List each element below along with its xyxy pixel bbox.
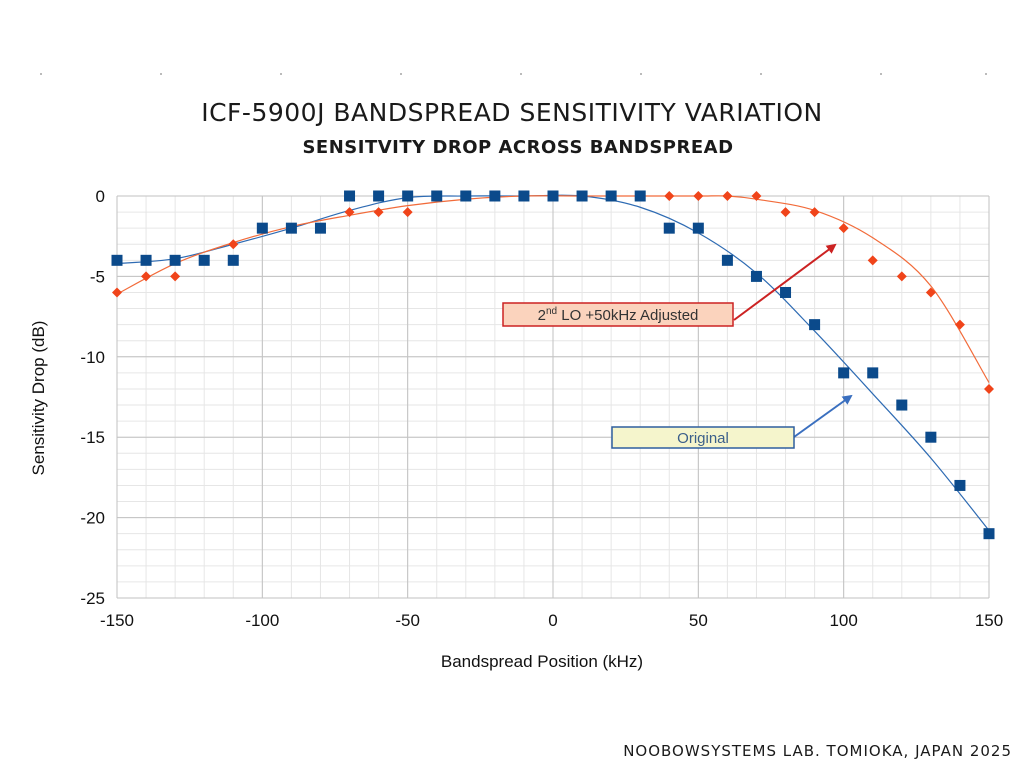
adjusted-data-point [896,271,907,282]
original-data-point [489,190,501,202]
original-data-point [460,190,472,202]
original-data-point [344,190,356,202]
original-data-point [838,367,850,379]
original-data-point [692,222,704,234]
original-data-point [518,190,530,202]
callout-adjusted-text-main: 2 [538,307,546,324]
original-data-point [547,190,559,202]
tick-labels: -150 -100 -50 0 50 100 150 0 -5 -10 -15 -20 -25 [80,187,1003,630]
original-data-point [663,222,675,234]
adjusted-data-point [722,191,733,201]
original-data-point [605,190,617,202]
original-data-point [431,190,443,202]
adjusted-data-point [984,383,994,394]
adjusted-data-point [664,191,675,201]
chart-title: ICF-5900J BANDSPREAD SENSITIVITY VARIATI… [201,98,823,127]
callout-adjusted-text-sup: nd [546,306,557,317]
original-data-point [576,190,588,202]
adjusted-data-point [809,207,820,218]
original-data-point [285,222,297,234]
callout-adjusted-box [502,302,734,327]
original-data-point [373,190,385,202]
adjusted-data-point [170,271,181,282]
adjusted-data-point [112,287,122,298]
adjusted-data-point [373,207,384,218]
original-data-point [983,528,995,540]
y-axis-label: Sensitivity Drop (dB) [29,321,48,476]
y-tick-label: -25 [80,589,105,608]
original-data-point [111,254,123,266]
callout-original-arrow [793,394,853,438]
original-data-point [198,254,210,266]
y-tick-label: 0 [96,187,105,206]
x-tick-label: -50 [395,611,420,630]
original-data-point [634,190,646,202]
original-data-point [314,222,326,234]
adjusted-data-point [780,207,791,218]
original-data-point [750,270,762,282]
callout-original: Original [611,394,853,449]
original-data-point [896,399,908,411]
adjusted-data-point [751,191,762,201]
original-data-point [867,367,879,379]
x-tick-label: 50 [689,611,708,630]
original-data-point [721,254,733,266]
x-tick-label: 100 [829,611,857,630]
adjusted-data-point [838,223,849,234]
adjusted-data-point [925,287,936,298]
y-tick-label: -15 [80,428,105,447]
adjusted-data-point [228,239,239,250]
callout-original-box [611,426,795,449]
y-tick-label: -20 [80,509,105,528]
original-data-point [809,319,821,331]
adjusted-data-point [402,207,413,218]
adjusted-data-point [344,207,355,218]
adjusted-data-point [954,319,965,330]
x-tick-label: 150 [975,611,1003,630]
x-tick-label: -100 [245,611,279,630]
adjusted-data-point [141,271,152,282]
original-data-point [169,254,181,266]
original-data-point [140,254,152,266]
major-gridlines [116,195,990,599]
callout-adjusted: 2nd LO +50kHz Adjusted [502,243,837,327]
y-tick-label: -5 [90,267,105,286]
original-data-point [954,479,966,491]
y-tick-label: -10 [80,348,105,367]
adjusted-trendline [116,195,990,383]
credit-footer: NOOBOWSYSTEMS LAB. TOMIOKA, JAPAN 2025 [623,742,1012,760]
original-data-point [256,222,268,234]
x-tick-label: -150 [100,611,134,630]
svg-text:2nd LO +50kHz Adjusted: 2nd LO +50kHz Adjusted [538,306,699,324]
original-data-point [925,431,937,443]
adjusted-data-point [867,255,878,266]
original-data-point [780,286,792,298]
callout-adjusted-arrow [733,243,837,321]
data-markers [111,190,995,540]
adjusted-data-point [693,191,704,201]
x-axis-label: Bandspread Position (kHz) [441,652,643,671]
x-tick-label: 0 [548,611,557,630]
callout-original-text: Original [677,430,729,447]
callout-adjusted-text-rest: LO +50kHz Adjusted [557,307,698,324]
chart-subtitle: SENSITVITY DROP ACROSS BANDSPREAD [302,137,734,158]
original-data-point [227,254,239,266]
original-data-point [402,190,414,202]
